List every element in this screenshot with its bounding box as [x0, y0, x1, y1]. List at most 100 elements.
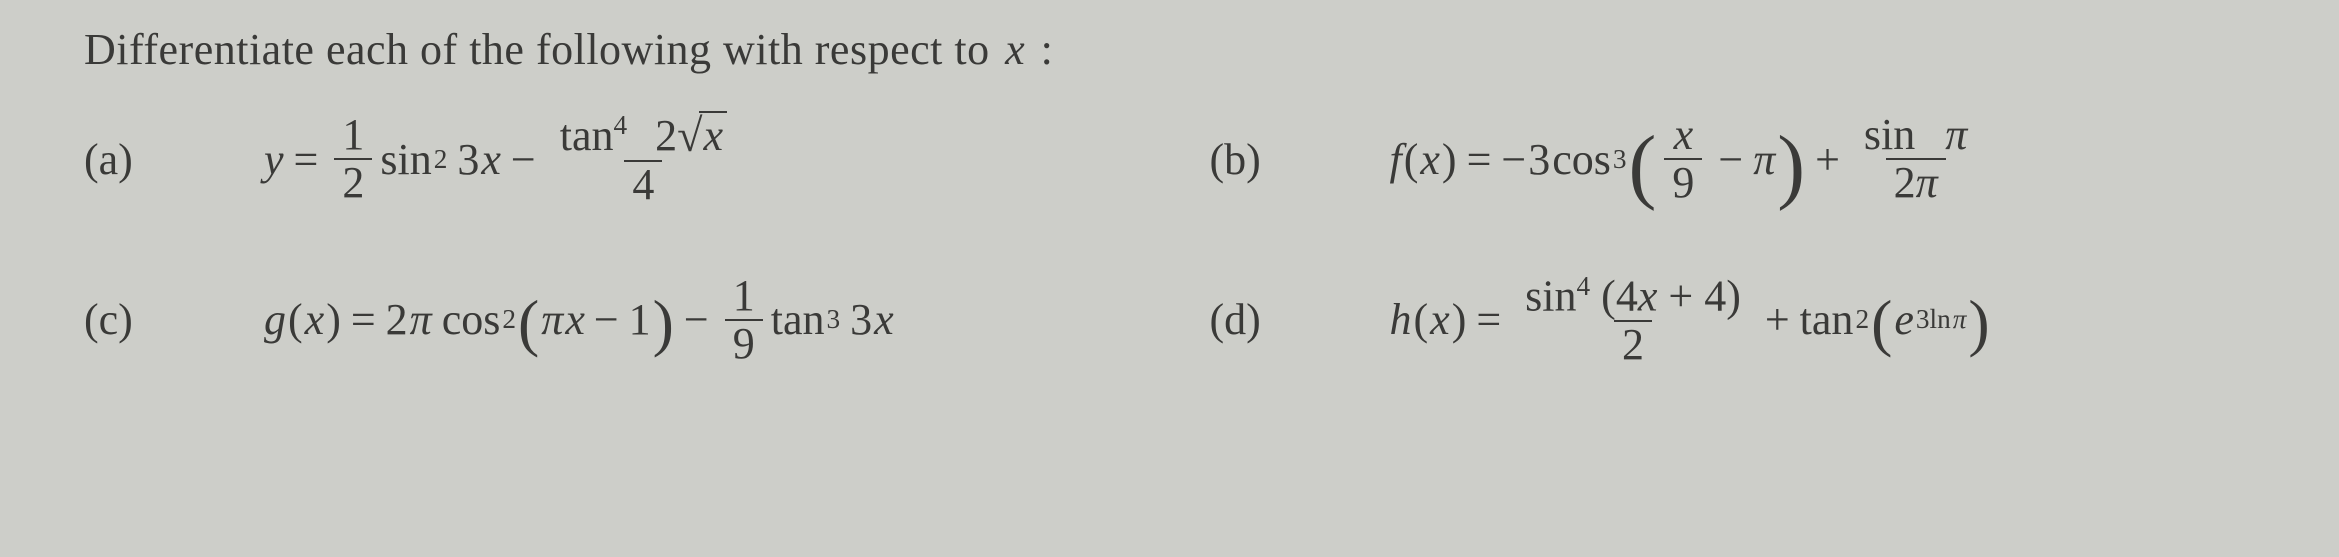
- open-paren: (: [1414, 294, 1429, 345]
- sin: sin: [380, 134, 431, 185]
- var-x: x: [874, 294, 894, 345]
- cos: cos: [442, 294, 501, 345]
- num: sin4 (4x + 4): [1517, 272, 1749, 320]
- den: 2: [334, 158, 372, 206]
- var-x: x: [1420, 134, 1440, 185]
- den: 4: [624, 160, 662, 208]
- var-x: x: [565, 294, 584, 345]
- num: tan4 2√x: [552, 111, 735, 160]
- items-grid: (a) y = 1 2 sin 2 3 x − tan4 2√x: [84, 111, 2255, 368]
- equals: =: [1459, 134, 1500, 185]
- fn-f: f: [1390, 134, 1402, 185]
- plus: +: [1668, 271, 1693, 320]
- radicand: x: [699, 111, 727, 159]
- item-label: (c): [84, 294, 214, 345]
- coef-3: 3: [457, 134, 479, 185]
- item-label: (b): [1210, 134, 1340, 185]
- two: 2: [1894, 158, 1916, 207]
- num: 1: [334, 112, 372, 158]
- cos-power: 2: [502, 304, 516, 335]
- coef-3: 3: [850, 294, 872, 345]
- item-d: (d) h ( x ) = sin4 (4x + 4) 2 + tan: [1210, 272, 2256, 368]
- fn-g: g: [264, 294, 286, 345]
- close-paren: ): [1442, 134, 1457, 185]
- prompt-text-before: Differentiate each of the following with…: [84, 25, 1001, 74]
- fn-h: h: [1390, 294, 1412, 345]
- den: 2: [1614, 320, 1652, 368]
- sin-power: 2: [434, 144, 448, 175]
- pi: π: [541, 294, 563, 345]
- num: 1: [725, 273, 763, 319]
- exp-coef: 3: [1916, 304, 1930, 334]
- frac-x-9: x 9: [1664, 112, 1702, 206]
- coef-3: 3: [1528, 134, 1550, 185]
- a: 4: [1616, 271, 1638, 320]
- num: sin π: [1856, 112, 1975, 158]
- open-paren: (: [1404, 134, 1419, 185]
- open-paren: (: [1601, 271, 1616, 320]
- var-x: x: [305, 294, 325, 345]
- minus: −: [1710, 134, 1751, 185]
- close-paren: ): [1452, 294, 1467, 345]
- frac-sinpi: sin π 2π: [1856, 112, 1975, 206]
- cos: cos: [1552, 134, 1611, 185]
- frac-one-half: 1 2: [334, 112, 372, 206]
- lhs-y: y: [264, 134, 284, 185]
- minus: −: [676, 294, 717, 345]
- plus: +: [1807, 134, 1848, 185]
- item-a: (a) y = 1 2 sin 2 3 x − tan4 2√x: [84, 111, 1130, 208]
- tan-power: 3: [827, 304, 841, 335]
- exp-pi: π: [1953, 304, 1967, 334]
- var-x: x: [481, 134, 501, 185]
- sin: sin: [1525, 271, 1576, 320]
- tan: tan: [771, 294, 825, 345]
- radical-icon: √: [677, 112, 702, 161]
- close-paren: ): [1726, 271, 1741, 320]
- item-c: (c) g ( x ) = 2 π cos 2 ( π x − 1 ) −: [84, 272, 1130, 368]
- sin: sin: [1864, 110, 1915, 159]
- equals: =: [1468, 294, 1509, 345]
- prompt-variable: x: [1001, 25, 1029, 74]
- frac-sin4: sin4 (4x + 4) 2: [1517, 272, 1749, 368]
- item-b: (b) f ( x ) = − 3 cos 3 ( x 9 − π ) +: [1210, 111, 2256, 208]
- open-paren: (: [288, 294, 303, 345]
- pi: π: [1753, 134, 1775, 185]
- frac-1-9: 1 9: [725, 273, 763, 367]
- pi: π: [1916, 158, 1938, 207]
- pi: π: [410, 294, 432, 345]
- tan: tan: [1800, 294, 1854, 345]
- coef-2: 2: [386, 294, 408, 345]
- tan-power: 4: [613, 110, 627, 140]
- sqrt: √x: [677, 111, 727, 160]
- page: Differentiate each of the following with…: [0, 0, 2339, 368]
- item-c-expression: g ( x ) = 2 π cos 2 ( π x − 1 ) − 1 9: [214, 273, 894, 367]
- tan-power: 2: [1855, 304, 1869, 335]
- var-x: x: [1430, 294, 1450, 345]
- item-label: (a): [84, 134, 214, 185]
- close-paren: ): [326, 294, 341, 345]
- item-b-expression: f ( x ) = − 3 cos 3 ( x 9 − π ) +: [1340, 112, 1982, 206]
- plus: +: [1757, 294, 1798, 345]
- item-d-expression: h ( x ) = sin4 (4x + 4) 2 + tan 2 (: [1340, 272, 1990, 368]
- sin-power: 4: [1577, 271, 1591, 301]
- item-label: (d): [1210, 294, 1340, 345]
- tan: tan: [560, 111, 614, 160]
- e: e: [1894, 294, 1914, 345]
- coef-2: 2: [655, 111, 677, 160]
- neg: −: [1501, 134, 1526, 185]
- den: 9: [1664, 158, 1702, 206]
- den: 9: [725, 319, 763, 367]
- pi: π: [1945, 110, 1967, 159]
- equals: =: [343, 294, 384, 345]
- exponent: 3lnπ: [1916, 304, 1967, 335]
- one: 1: [629, 294, 651, 345]
- frac-tan4: tan4 2√x 4: [552, 111, 735, 208]
- question-prompt: Differentiate each of the following with…: [84, 24, 2255, 75]
- equals: =: [286, 134, 327, 185]
- minus: −: [586, 294, 627, 345]
- num: x: [1666, 112, 1702, 158]
- minus: −: [503, 134, 544, 185]
- var-x: x: [1638, 271, 1658, 320]
- den: 2π: [1886, 158, 1946, 206]
- b: 4: [1704, 271, 1726, 320]
